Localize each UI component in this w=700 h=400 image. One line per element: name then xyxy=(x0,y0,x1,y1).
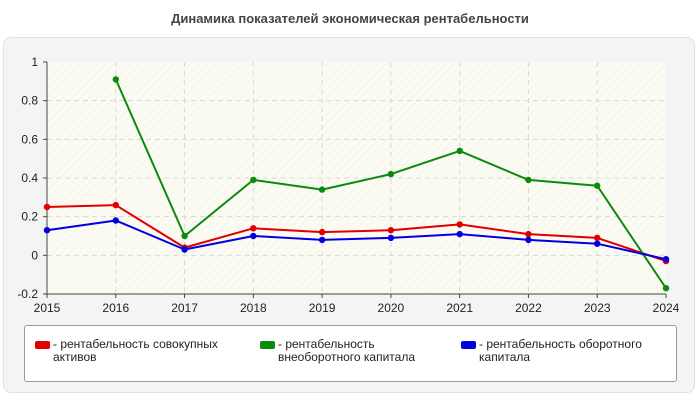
data-point xyxy=(456,221,463,228)
series-2 xyxy=(43,217,670,263)
data-point xyxy=(662,285,670,292)
x-tick-label: 2018 xyxy=(240,301,267,315)
x-tick-label: 2019 xyxy=(309,301,336,315)
data-point xyxy=(387,170,395,178)
series-1 xyxy=(112,76,670,292)
data-point xyxy=(181,246,188,253)
data-point xyxy=(594,240,601,247)
y-tick-label: 0 xyxy=(31,248,38,262)
legend-label-assets: - рентабельность совокупных активов xyxy=(53,337,218,364)
series-layer xyxy=(43,76,670,292)
data-point xyxy=(525,176,532,184)
legend: - рентабельность совокупных активов - ре… xyxy=(24,325,677,382)
y-tick-label: 1 xyxy=(31,55,38,69)
data-point xyxy=(525,230,532,238)
legend-swatch-assets xyxy=(35,341,50,349)
data-point xyxy=(594,182,601,189)
data-point xyxy=(250,225,257,232)
data-point xyxy=(594,234,601,242)
y-tick-label: 0.6 xyxy=(21,132,38,146)
grid xyxy=(47,62,666,294)
y-tick-label: 0.8 xyxy=(21,94,38,108)
x-tick-label: 2015 xyxy=(34,301,61,315)
x-tick-label: 2020 xyxy=(378,301,405,315)
data-point xyxy=(112,76,120,83)
data-point xyxy=(387,234,395,242)
data-point xyxy=(387,227,395,234)
legend-label-noncurrent: - рентабельность внеоборотного капитала xyxy=(278,337,415,364)
data-point xyxy=(112,217,120,224)
legend-swatch-current xyxy=(461,341,476,349)
data-point xyxy=(112,201,120,209)
legend-label-current: - рентабельность оборотного капитала xyxy=(479,337,642,364)
axes: -0.2 0 0.2 0.4 0.6 0.8 1 2015 2016 2017 2018 2019 20… xyxy=(17,55,679,315)
data-point xyxy=(43,227,51,234)
x-tick-label: 2024 xyxy=(653,301,680,315)
y-tick-label: -0.2 xyxy=(17,287,38,301)
data-point xyxy=(318,236,326,244)
data-point xyxy=(250,232,257,240)
x-tick-label: 2021 xyxy=(446,301,473,315)
data-point xyxy=(43,203,51,211)
data-point xyxy=(525,236,532,244)
data-point xyxy=(318,228,326,236)
data-point xyxy=(662,256,670,263)
series-0 xyxy=(43,201,670,265)
data-point xyxy=(318,186,326,193)
chart-title: Динамика показателей экономическая рента… xyxy=(171,11,529,26)
x-tick-label: 2022 xyxy=(515,301,542,315)
y-tick-label: 0.4 xyxy=(21,171,38,185)
data-point xyxy=(250,176,257,184)
series-line-2 xyxy=(46,219,667,261)
y-tick-label: 0.2 xyxy=(21,210,38,224)
legend-swatch-noncurrent xyxy=(260,341,275,349)
x-tick-label: 2017 xyxy=(171,301,198,315)
x-tick-label: 2023 xyxy=(584,301,611,315)
data-point xyxy=(456,147,463,155)
data-point xyxy=(181,232,188,240)
x-tick-label: 2016 xyxy=(102,301,129,315)
data-point xyxy=(456,230,463,238)
series-line-0 xyxy=(46,204,667,263)
